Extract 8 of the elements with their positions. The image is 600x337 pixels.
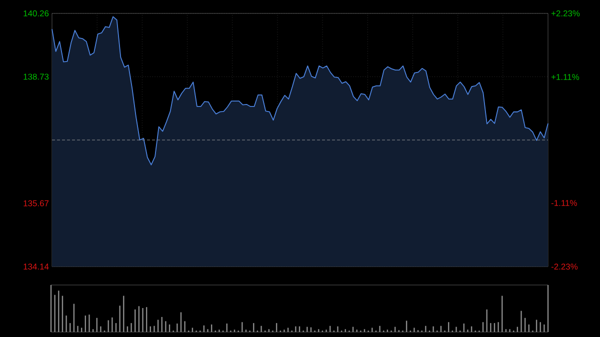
y2-tick-label: -1.11% (551, 200, 577, 206)
y-tick-label: 138.73 (24, 74, 49, 80)
y2-tick-label: -2.23% (551, 264, 578, 270)
y-tick-label: 140.26 (24, 10, 49, 16)
y-tick-label: 134.14 (24, 264, 49, 270)
y2-tick-label: +2.23% (551, 10, 580, 16)
y2-tick-label: +1.11% (551, 74, 580, 80)
y-tick-label: 135.67 (24, 200, 49, 206)
